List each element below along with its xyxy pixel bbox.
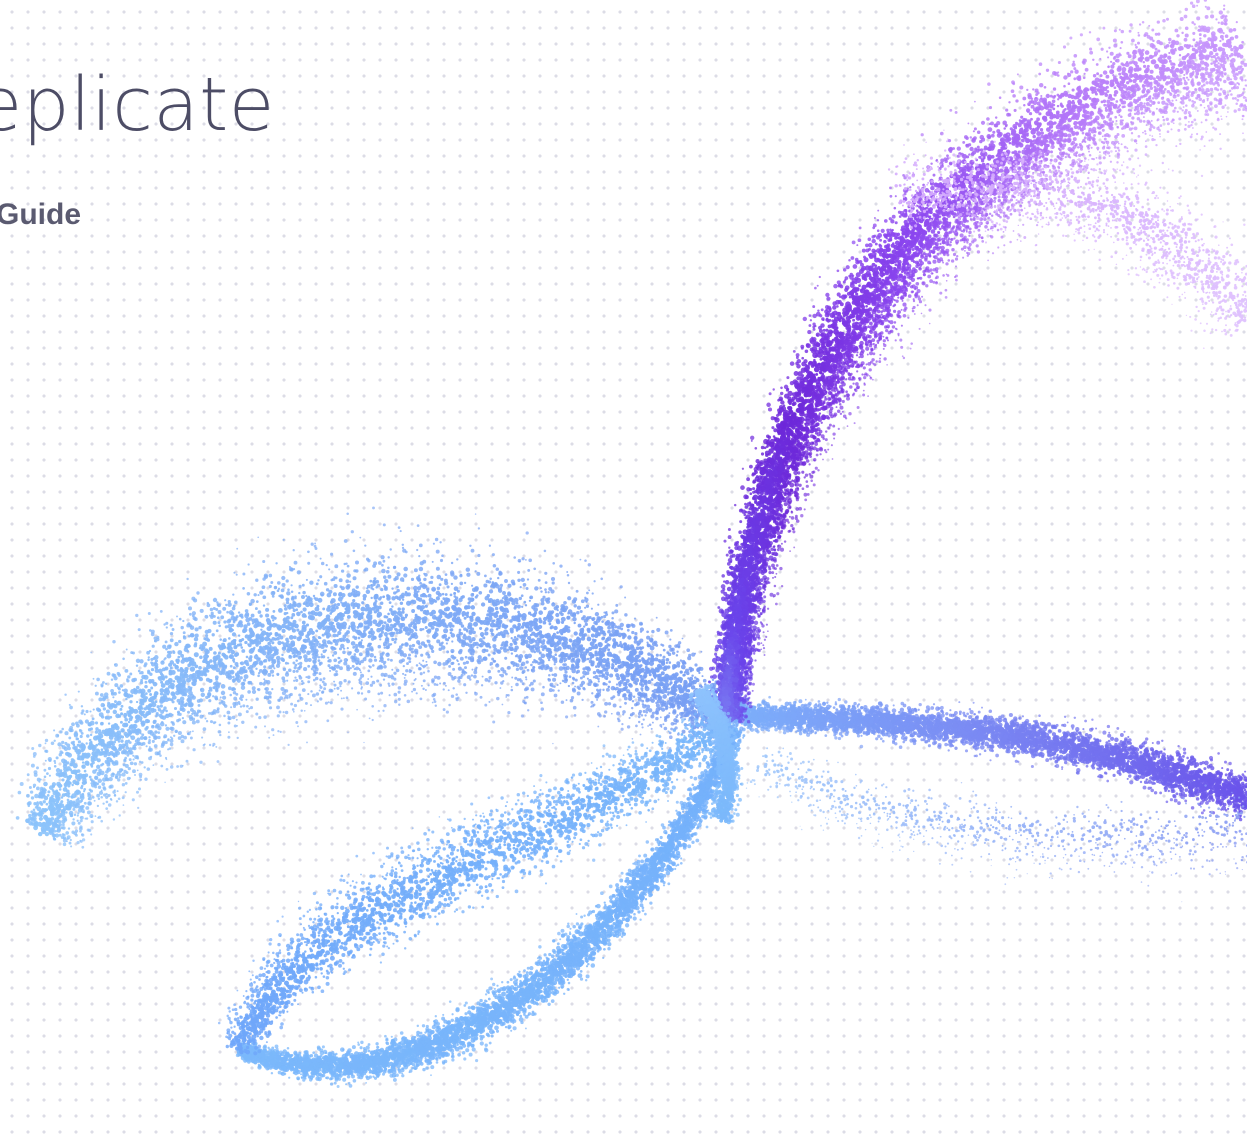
page-title: Replicate: [0, 68, 275, 142]
page-subtitle: Guide: [0, 200, 81, 230]
